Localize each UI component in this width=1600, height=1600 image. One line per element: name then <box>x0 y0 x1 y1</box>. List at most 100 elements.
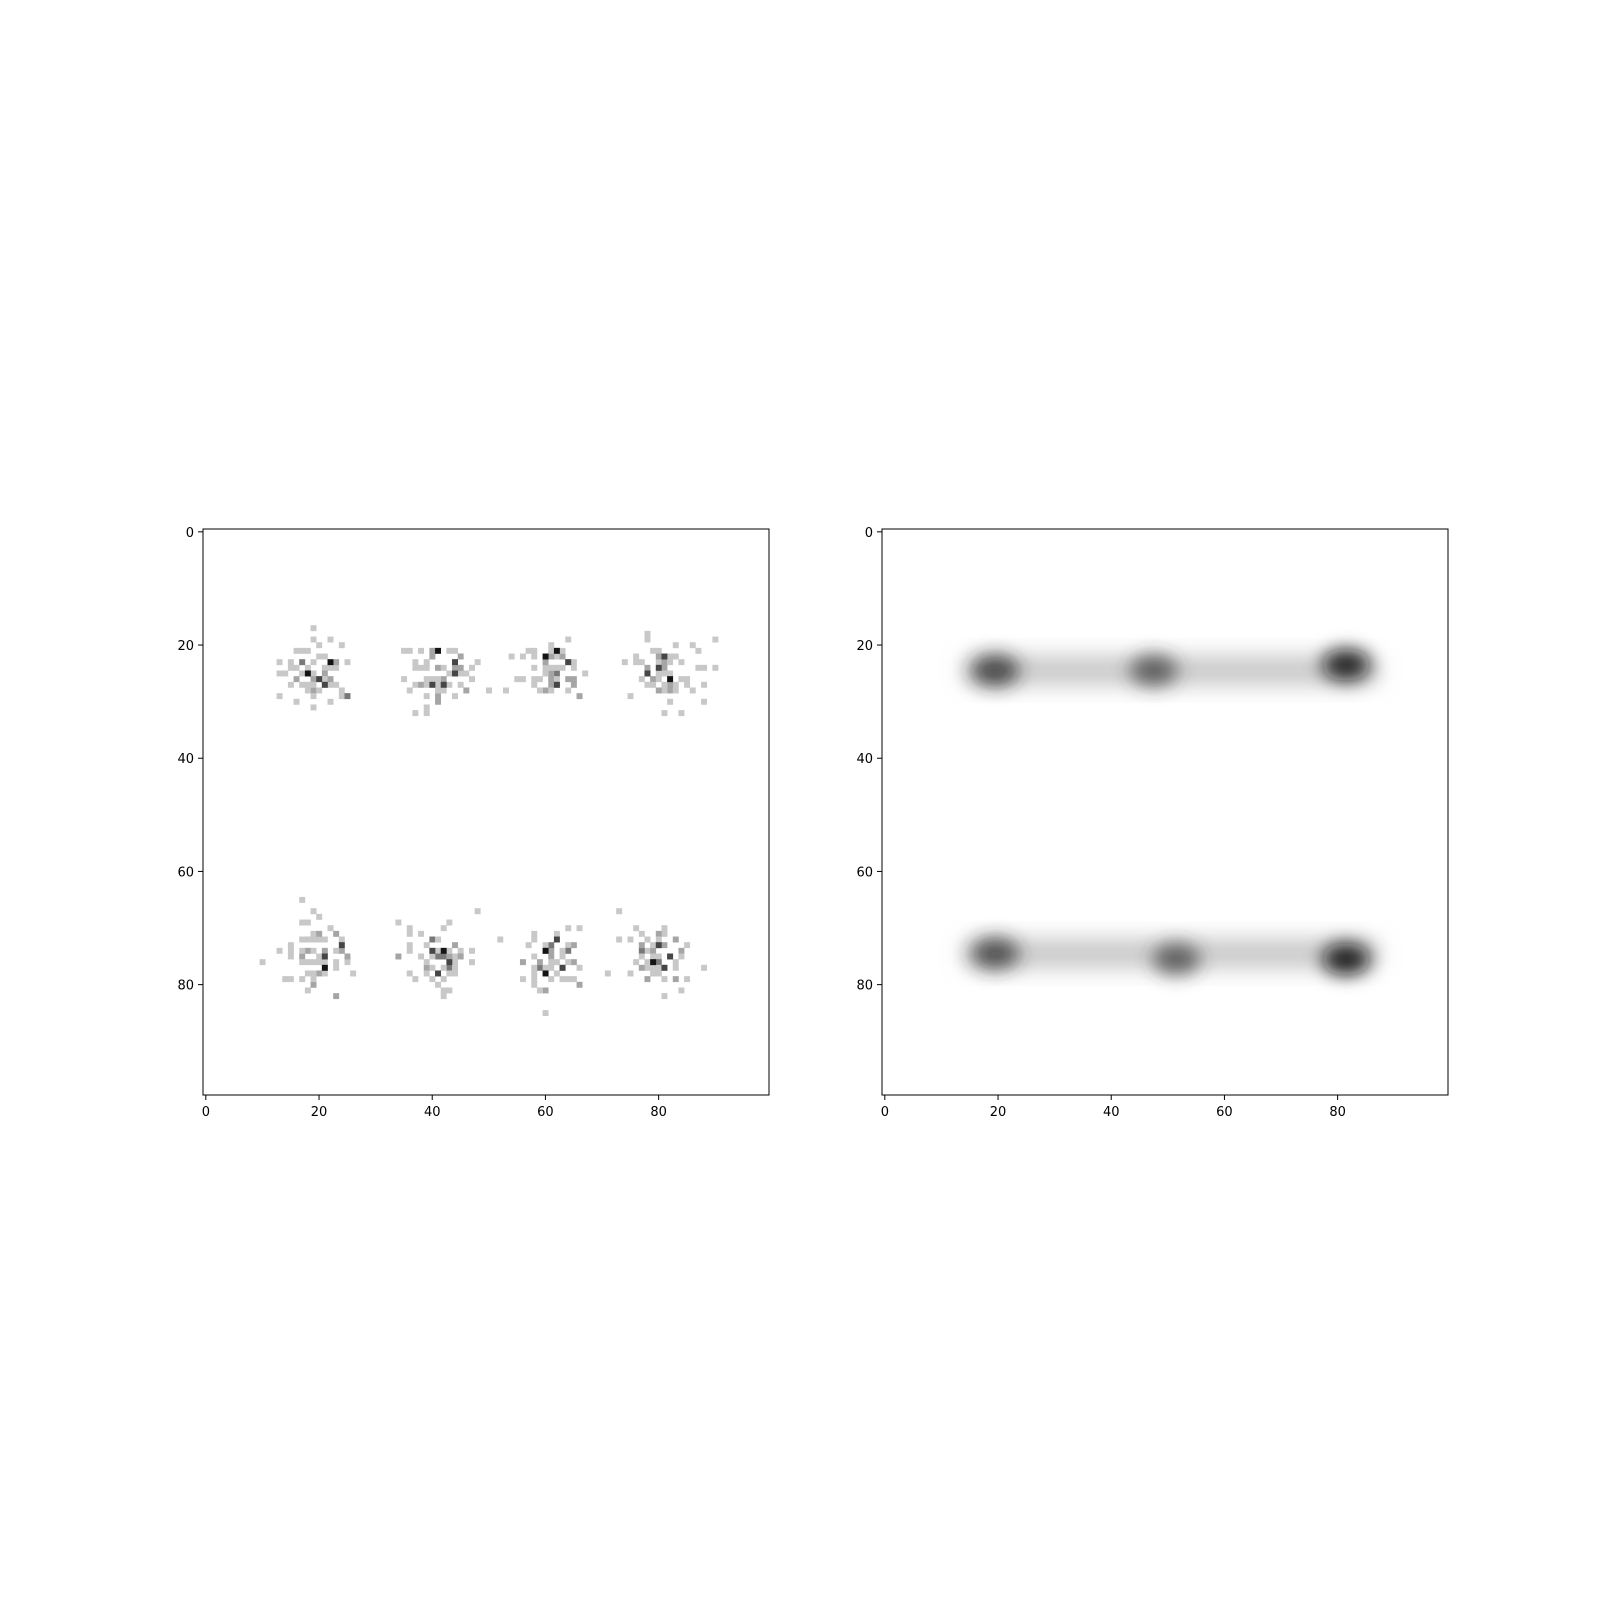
heatmap-cell <box>474 659 481 666</box>
heatmap-cell <box>310 687 317 694</box>
heatmap-cell-dense <box>316 676 323 683</box>
heatmap-cell <box>440 987 447 994</box>
heatmap-cell-dense <box>446 959 453 966</box>
heatmap-cell <box>321 676 328 683</box>
raw-y-tick-label: 80 <box>177 979 194 994</box>
density-hotspot <box>1322 648 1370 681</box>
heatmap-cell <box>463 687 470 694</box>
density-hotspot <box>971 937 1019 970</box>
heatmap-cell <box>661 942 668 949</box>
heatmap-cell <box>333 681 340 688</box>
heatmap-cell-dense <box>321 953 328 960</box>
heatmap-cell <box>446 919 453 926</box>
heatmap-cell <box>638 930 645 937</box>
heatmap-cell <box>452 647 458 654</box>
heatmap-cell <box>570 664 577 671</box>
heatmap-cell <box>542 687 549 694</box>
heatmap-cell <box>667 681 674 688</box>
heatmap-cell <box>316 653 323 660</box>
heatmap-cell <box>287 953 294 960</box>
heatmap-cell <box>418 930 425 937</box>
heatmap-cell <box>316 687 323 694</box>
heatmap-cell <box>650 942 657 949</box>
heatmap-cell <box>457 953 464 960</box>
heatmap-cell <box>576 964 583 971</box>
heatmap-cell <box>333 947 340 954</box>
heatmap-cell <box>695 664 702 671</box>
heatmap-cell <box>701 664 708 671</box>
heatmap-cell <box>542 670 549 677</box>
heatmap-cell <box>689 642 696 649</box>
heatmap-cell <box>576 693 583 700</box>
heatmap-cell <box>293 676 300 683</box>
heatmap-cell <box>446 953 453 960</box>
heatmap-cell <box>553 970 560 977</box>
heatmap-cell <box>570 659 577 666</box>
heatmap-cell <box>457 664 464 671</box>
heatmap-cell <box>440 687 447 694</box>
heatmap-cell <box>299 670 306 677</box>
heatmap-cell <box>559 647 566 654</box>
heatmap-cell <box>423 710 430 717</box>
heatmap-cell <box>576 925 583 932</box>
heatmap-cell <box>310 676 317 683</box>
heatmap-cell <box>531 653 538 660</box>
density-x-tick-label: 0 <box>881 1105 889 1120</box>
heatmap-cell <box>406 942 413 949</box>
heatmap-cell <box>287 664 294 671</box>
heatmap-cell <box>446 987 453 994</box>
heatmap-cell <box>412 976 419 983</box>
heatmap-cell <box>412 659 419 666</box>
heatmap-cell <box>531 936 538 943</box>
heatmap-cell <box>655 653 662 660</box>
heatmap-cell <box>650 964 657 971</box>
heatmap-cell <box>655 687 662 694</box>
heatmap-cell <box>259 959 266 966</box>
heatmap-cell <box>435 681 442 688</box>
heatmap-cell <box>644 959 651 966</box>
heatmap-cell <box>548 953 555 960</box>
heatmap-cell-dense <box>553 647 560 654</box>
heatmap-cell <box>570 681 577 688</box>
heatmap-cell <box>310 936 317 943</box>
heatmap-cell <box>486 687 492 694</box>
heatmap-cell <box>655 964 662 971</box>
heatmap-cell <box>644 630 651 637</box>
heatmap-cell <box>548 964 555 971</box>
heatmap-cell <box>650 676 657 683</box>
heatmap-cell <box>418 953 425 960</box>
heatmap-cell-dense <box>553 681 560 688</box>
heatmap-cell <box>531 676 538 683</box>
heatmap-cell <box>644 636 651 643</box>
heatmap-cell <box>304 919 311 926</box>
heatmap-cell <box>469 947 475 954</box>
heatmap-cell <box>565 676 572 683</box>
heatmap-cell <box>333 993 340 1000</box>
smoothed-density-heatmap-panel: 0 20 40 60 80 0 20 40 60 80 <box>856 526 1449 1120</box>
heatmap-cell <box>638 947 645 954</box>
heatmap-cell <box>661 687 668 694</box>
heatmap-cell <box>570 676 577 683</box>
heatmap-cell <box>553 959 560 966</box>
raw-y-tick-label: 40 <box>177 752 194 767</box>
heatmap-cell <box>412 710 419 717</box>
heatmap-cell <box>406 647 413 654</box>
heatmap-cell <box>418 647 425 654</box>
heatmap-cell <box>299 647 306 654</box>
heatmap-cell <box>672 687 679 694</box>
heatmap-cell <box>304 959 311 966</box>
heatmap-cell-dense <box>644 670 651 677</box>
heatmap-cell-dense <box>440 947 447 954</box>
heatmap-cell <box>531 976 538 983</box>
heatmap-cell <box>565 636 572 643</box>
heatmap-cell-dense <box>542 970 549 977</box>
heatmap-cell <box>633 653 640 660</box>
heatmap-cell <box>457 653 464 660</box>
heatmap-cell <box>310 681 317 688</box>
density-hotspot <box>1322 943 1370 976</box>
heatmap-cell <box>344 953 351 960</box>
heatmap-cell <box>604 970 611 977</box>
heatmap-cell <box>565 976 572 983</box>
heatmap-cell <box>542 1010 549 1017</box>
